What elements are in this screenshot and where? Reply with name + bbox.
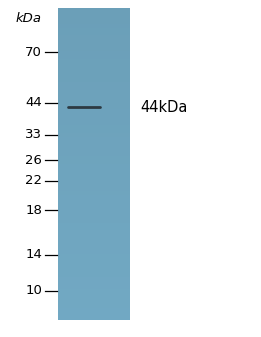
Bar xyxy=(58,211,130,215)
Bar xyxy=(58,308,130,312)
Bar xyxy=(58,285,130,289)
Bar xyxy=(58,191,130,195)
Bar xyxy=(58,82,130,86)
Text: 70: 70 xyxy=(25,45,42,59)
Bar xyxy=(58,110,130,113)
Bar xyxy=(58,304,130,308)
Text: 26: 26 xyxy=(25,153,42,166)
Bar xyxy=(58,199,130,203)
Bar xyxy=(58,312,130,316)
Bar xyxy=(58,8,130,12)
Bar xyxy=(58,269,130,273)
Bar xyxy=(58,195,130,199)
Bar xyxy=(58,262,130,266)
Bar xyxy=(58,39,130,43)
Text: kDa: kDa xyxy=(16,11,42,25)
Bar xyxy=(58,24,130,28)
Bar xyxy=(58,43,130,47)
Bar xyxy=(58,297,130,301)
Bar xyxy=(58,289,130,293)
Bar xyxy=(58,281,130,285)
Bar xyxy=(58,31,130,35)
Text: 18: 18 xyxy=(25,204,42,216)
Bar xyxy=(58,242,130,246)
Bar xyxy=(58,59,130,63)
Bar xyxy=(58,266,130,269)
Bar xyxy=(58,16,130,20)
Bar xyxy=(58,238,130,242)
Bar xyxy=(58,168,130,172)
Text: 10: 10 xyxy=(25,284,42,298)
Bar xyxy=(58,78,130,82)
Bar xyxy=(58,219,130,222)
Bar xyxy=(58,222,130,226)
Bar xyxy=(58,273,130,277)
Bar xyxy=(58,101,130,105)
Bar xyxy=(58,74,130,78)
Bar xyxy=(58,98,130,101)
Bar xyxy=(58,90,130,94)
Bar xyxy=(58,160,130,164)
Bar xyxy=(58,246,130,250)
Bar xyxy=(58,117,130,121)
Bar xyxy=(58,129,130,133)
Text: 44kDa: 44kDa xyxy=(140,99,187,115)
Bar xyxy=(58,226,130,230)
Bar xyxy=(58,234,130,238)
Text: 22: 22 xyxy=(25,175,42,187)
Bar xyxy=(58,145,130,148)
Text: 44: 44 xyxy=(25,96,42,110)
Bar xyxy=(58,66,130,70)
Bar xyxy=(58,148,130,152)
Bar xyxy=(58,121,130,125)
Bar xyxy=(58,28,130,31)
Text: 14: 14 xyxy=(25,248,42,262)
Bar xyxy=(58,180,130,184)
Bar xyxy=(58,105,130,110)
Bar xyxy=(58,203,130,207)
Bar xyxy=(58,164,130,168)
Bar xyxy=(58,316,130,320)
Bar xyxy=(58,301,130,304)
Bar xyxy=(58,172,130,176)
Bar xyxy=(58,257,130,262)
Bar xyxy=(58,176,130,180)
Bar xyxy=(58,86,130,90)
Bar xyxy=(58,133,130,137)
Bar xyxy=(58,20,130,24)
Bar xyxy=(58,113,130,117)
Bar xyxy=(58,184,130,187)
Bar xyxy=(58,141,130,145)
Bar xyxy=(58,12,130,16)
Bar xyxy=(58,230,130,234)
Bar xyxy=(58,55,130,59)
Bar xyxy=(58,137,130,141)
Bar xyxy=(58,207,130,211)
Bar xyxy=(58,125,130,129)
Bar xyxy=(58,47,130,51)
Bar xyxy=(58,254,130,257)
Bar xyxy=(58,35,130,39)
Bar xyxy=(58,94,130,98)
Bar xyxy=(58,215,130,219)
Bar xyxy=(58,51,130,55)
Bar xyxy=(58,70,130,74)
Text: 33: 33 xyxy=(25,128,42,142)
Bar xyxy=(58,187,130,191)
Bar xyxy=(58,250,130,254)
Bar xyxy=(58,152,130,156)
Bar xyxy=(58,156,130,160)
Bar xyxy=(58,63,130,66)
Bar xyxy=(58,277,130,281)
Bar xyxy=(58,293,130,297)
